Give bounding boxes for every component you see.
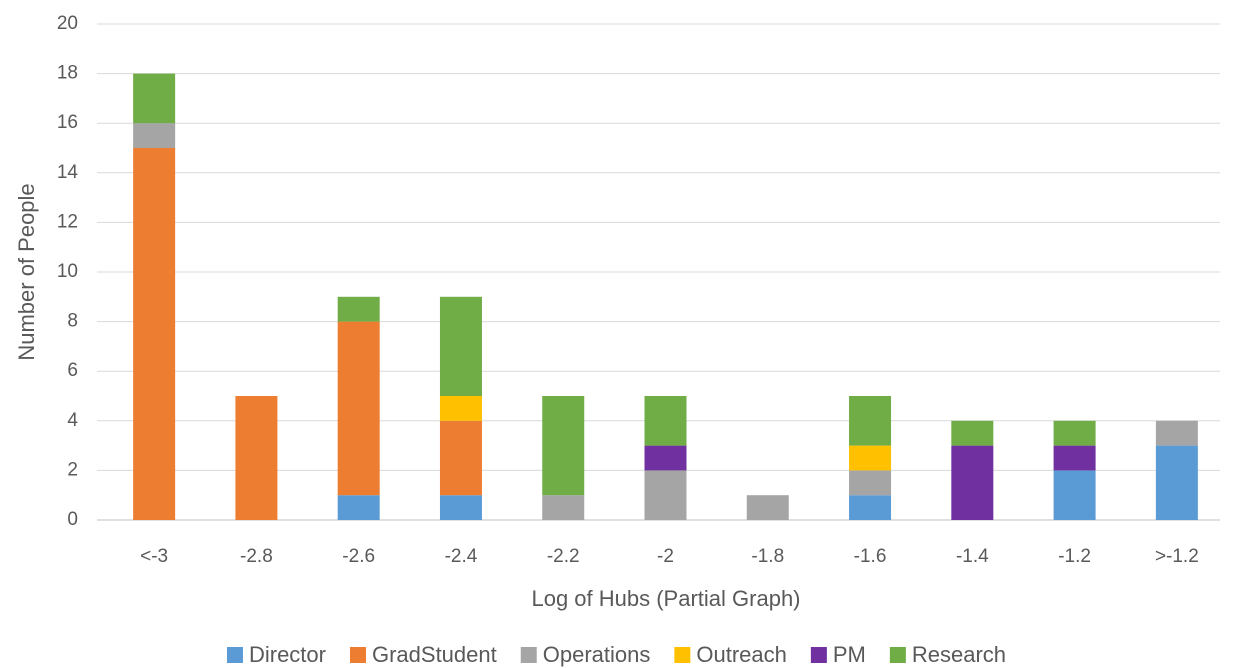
x-tick-label: -1.8 — [751, 546, 784, 567]
bar-segment — [235, 396, 278, 520]
x-tick-label: -2.8 — [240, 546, 273, 567]
bar-segment — [849, 495, 892, 520]
bar-segment — [337, 296, 380, 322]
bar-segment — [1053, 470, 1096, 520]
bar-segment — [439, 420, 482, 496]
legend-label: Outreach — [696, 642, 787, 667]
bar-segment — [644, 470, 687, 520]
x-tick-label: -2.6 — [342, 546, 375, 567]
x-tick-label: -1.2 — [1058, 546, 1091, 567]
bar-segment — [1053, 445, 1096, 471]
bar-segment — [542, 495, 585, 520]
legend-label: PM — [833, 642, 866, 667]
y-tick-label: 0 — [67, 509, 78, 530]
bar-segment — [439, 296, 482, 396]
legend-swatch — [889, 647, 906, 663]
bar-segment — [849, 396, 892, 446]
x-tick-label: -1.4 — [956, 546, 989, 567]
y-tick-label: 18 — [57, 63, 78, 84]
y-tick-label: 14 — [57, 162, 79, 183]
legend-swatch — [520, 647, 537, 663]
bar-segment — [439, 495, 482, 520]
bar-segment — [542, 396, 585, 496]
y-tick-label: 10 — [57, 261, 78, 282]
bar-segment — [746, 495, 789, 520]
bar-segment — [644, 396, 687, 446]
legend-label: GradStudent — [372, 642, 497, 667]
bar-segment — [1155, 420, 1198, 446]
bar-segment — [849, 445, 892, 471]
legend-label: Research — [912, 642, 1006, 667]
bar-segment — [644, 445, 687, 471]
bar-segment — [1053, 420, 1096, 446]
legend-label: Operations — [543, 642, 651, 667]
bar-segment — [133, 123, 176, 148]
legend-swatch — [674, 647, 691, 663]
x-tick-label: <-3 — [140, 546, 168, 567]
bar-segment — [439, 396, 482, 421]
x-tick-label: >-1.2 — [1155, 546, 1199, 567]
y-tick-label: 4 — [67, 410, 78, 431]
y-tick-label: 6 — [67, 360, 78, 381]
legend-swatch — [349, 647, 366, 663]
y-tick-label: 12 — [57, 211, 78, 232]
bar-segment — [1155, 445, 1198, 520]
legend-swatch — [810, 647, 827, 663]
x-axis-title: Log of Hubs (Partial Graph) — [531, 586, 800, 611]
bar-segment — [951, 420, 994, 446]
y-tick-label: 20 — [57, 13, 78, 34]
x-tick-label: -2 — [657, 546, 674, 567]
bar-segment — [849, 470, 892, 496]
y-tick-label: 2 — [67, 459, 78, 480]
bar-segment — [951, 445, 994, 520]
y-axis-title: Number of People — [14, 183, 39, 360]
legend-swatch — [226, 647, 243, 663]
bar-segment — [133, 148, 176, 520]
bar-segment — [133, 73, 176, 124]
y-tick-label: 8 — [67, 311, 78, 332]
x-tick-label: -2.4 — [445, 546, 478, 567]
x-tick-label: -2.2 — [547, 546, 580, 567]
y-tick-label: 16 — [57, 112, 78, 133]
bar-segment — [337, 321, 380, 496]
legend-label: Director — [249, 642, 326, 667]
bar-segment — [337, 495, 380, 520]
x-tick-label: -1.6 — [854, 546, 887, 567]
